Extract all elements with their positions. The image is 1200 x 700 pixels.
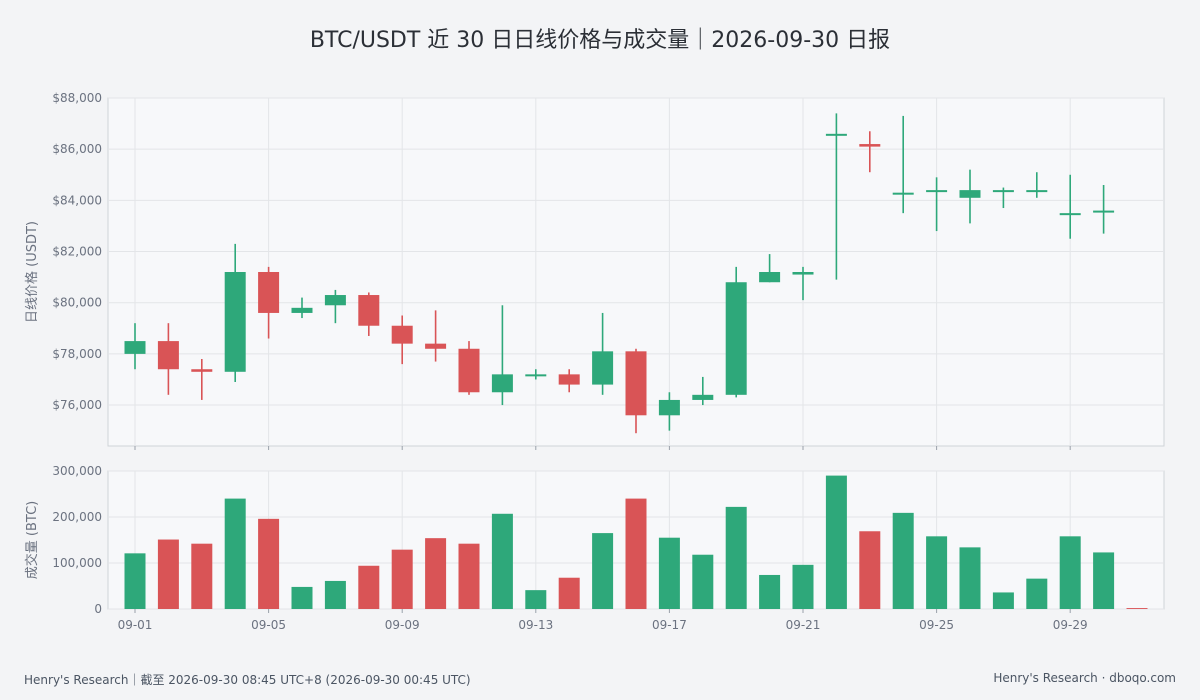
candle-body [825, 133, 847, 136]
candle-body [391, 325, 413, 344]
candle-body [425, 343, 447, 349]
volume-bar [425, 538, 447, 609]
candle-body [124, 341, 146, 354]
volume-xtick-label: 09-13 [518, 618, 553, 632]
price-ytick-label: $76,000 [52, 398, 102, 412]
volume-xtick-label: 09-17 [652, 618, 687, 632]
chart-title: BTC/USDT 近 30 日日线价格与成交量｜2026-09-30 日报 [309, 28, 891, 53]
candle-body [191, 369, 213, 372]
volume-bar [458, 543, 480, 609]
volume-y-axis-label: 成交量 (BTC) [24, 501, 40, 579]
volume-ytick-label: 0 [94, 602, 102, 616]
volume-bar [592, 533, 614, 609]
candle-body [224, 272, 246, 372]
candle-body [1059, 213, 1081, 216]
volume-ytick-label: 200,000 [52, 510, 102, 524]
candle-body [358, 295, 380, 326]
volume-bar [1126, 608, 1148, 609]
candle-body [692, 394, 714, 400]
price-ytick-label: $82,000 [52, 245, 102, 259]
candle-body [992, 190, 1014, 193]
volume-bar [792, 564, 814, 609]
volume-bar [825, 475, 847, 609]
candle-body [759, 272, 781, 283]
candle-body [792, 272, 814, 275]
candle-body [892, 192, 914, 195]
volume-bar [291, 586, 313, 609]
volume-bar [658, 537, 680, 609]
candle-body [291, 307, 313, 313]
candle-body [324, 295, 346, 306]
price-ytick-label: $84,000 [52, 193, 102, 207]
volume-bar [491, 513, 513, 609]
volume-bar [124, 553, 146, 609]
volume-bar [759, 574, 781, 609]
volume-ytick-label: 100,000 [52, 556, 102, 570]
volume-bar [926, 536, 948, 609]
price-ytick-label: $88,000 [52, 91, 102, 105]
price-y-axis-label: 日线价格 (USDT) [24, 221, 40, 323]
volume-xtick-label: 09-01 [118, 618, 153, 632]
volume-bar [358, 565, 380, 609]
volume-bar [157, 539, 179, 609]
candle-body [859, 144, 881, 147]
price-ytick-label: $78,000 [52, 347, 102, 361]
volume-bar [959, 547, 981, 609]
candle-body [926, 190, 948, 193]
volume-bar [391, 549, 413, 609]
volume-bar [625, 498, 647, 609]
volume-xtick-label: 09-09 [385, 618, 420, 632]
volume-bar [1093, 552, 1115, 609]
volume-bar [1026, 578, 1048, 609]
volume-xtick-label: 09-05 [251, 618, 286, 632]
volume-bar [992, 592, 1014, 609]
candle-body [458, 348, 480, 393]
footer-left-text: Henry's Research｜截至 2026-09-30 08:45 UTC… [24, 673, 471, 687]
volume-bar [1059, 536, 1081, 609]
price-ytick-label: $86,000 [52, 142, 102, 156]
volume-bar [725, 506, 747, 609]
volume-bar [191, 543, 213, 609]
candle-body [258, 272, 280, 313]
footer-right-text: Henry's Research · dboqo.com [993, 671, 1176, 685]
candle-body [157, 341, 179, 370]
volume-bar [692, 554, 714, 609]
volume-bar [324, 580, 346, 609]
volume-xtick-label: 09-29 [1053, 618, 1088, 632]
volume-bar [224, 498, 246, 609]
volume-ytick-label: 300,000 [52, 464, 102, 478]
volume-bar [525, 590, 547, 609]
candle-body [658, 399, 680, 416]
price-ytick-label: $80,000 [52, 296, 102, 310]
candle-body [959, 190, 981, 198]
volume-bar [258, 518, 280, 609]
candle-body [491, 374, 513, 393]
candle-body [1093, 210, 1115, 213]
candle-body [525, 374, 547, 377]
candle-body [558, 374, 580, 385]
volume-xtick-label: 09-21 [786, 618, 821, 632]
candle-body [725, 282, 747, 395]
volume-bar [558, 577, 580, 609]
candle-body [592, 351, 614, 385]
candle-body [1026, 190, 1048, 193]
volume-bar [892, 512, 914, 609]
candle-body [625, 351, 647, 416]
volume-xtick-label: 09-25 [919, 618, 954, 632]
volume-bar [859, 531, 881, 609]
